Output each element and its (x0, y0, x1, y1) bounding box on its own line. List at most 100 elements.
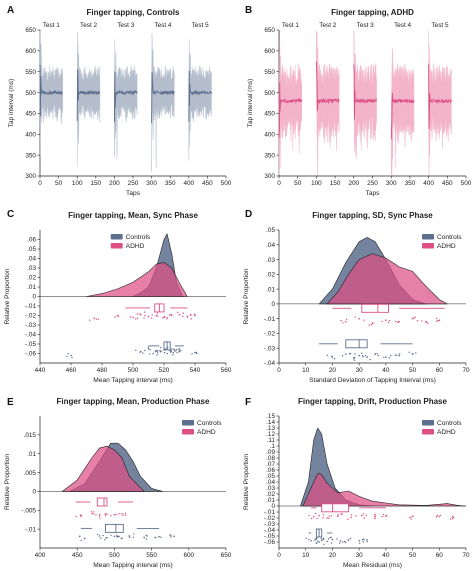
data-point (339, 542, 341, 544)
mean-line (428, 63, 452, 130)
panel-letter: D (245, 209, 252, 220)
data-point (98, 515, 101, 517)
data-point (382, 513, 385, 516)
y-tick-label: .01 (266, 286, 275, 293)
test-label: Test 1 (282, 22, 299, 29)
data-point (362, 539, 364, 541)
data-point (377, 354, 379, 357)
data-point (166, 317, 169, 319)
x-tick-label: 50 (294, 180, 302, 187)
data-point (132, 316, 134, 319)
data-point (437, 319, 439, 322)
data-point (159, 347, 162, 349)
data-point (385, 356, 387, 358)
x-tick-label: 450 (202, 180, 213, 187)
y-tick-label: .04 (27, 256, 36, 263)
box (345, 339, 368, 349)
data-point (316, 537, 318, 539)
data-point (93, 511, 95, 513)
data-point (156, 350, 159, 352)
data-point (397, 321, 399, 323)
data-point (336, 538, 338, 540)
y-tick-label: .12 (266, 431, 275, 438)
legend-swatch-controls (182, 420, 194, 426)
panel-letter: E (7, 397, 14, 408)
x-tick-label: 400 (35, 552, 46, 559)
y-axis-label: Tap interval (ms) (8, 79, 15, 128)
data-point (124, 512, 127, 514)
data-point (343, 540, 346, 543)
y-tick-label: -.04 (264, 527, 275, 534)
data-point (165, 348, 167, 350)
x-axis-label: Standard Deviation of Tapping Interval (… (309, 377, 436, 384)
test-label: Test 4 (154, 22, 171, 29)
data-point (342, 541, 344, 543)
y-tick-label: -.01 (264, 509, 275, 516)
data-point (358, 540, 360, 542)
chart-title: Finger tapping, SD, Sync Phase (312, 211, 433, 220)
legend-label: ADHD (437, 243, 456, 250)
data-point (164, 315, 166, 318)
data-point (449, 518, 452, 520)
data-point (312, 516, 315, 518)
legend-label: Controls (437, 420, 462, 427)
data-point (139, 313, 141, 315)
y-tick-label: .015 (24, 432, 37, 439)
data-point (157, 315, 159, 317)
data-point (95, 514, 97, 516)
y-tick-label: -.005 (21, 507, 36, 514)
data-point (186, 316, 189, 318)
y-tick-label: 600 (25, 48, 36, 55)
data-point (366, 540, 368, 543)
data-point (132, 536, 134, 538)
data-point (67, 352, 69, 355)
data-point (129, 316, 132, 318)
variability-band (391, 47, 415, 176)
data-point (114, 316, 116, 318)
data-point (358, 318, 360, 320)
data-point (348, 352, 351, 355)
mean-line (278, 82, 303, 139)
chart-title: Finger tapping, Drift, Production Phase (298, 397, 447, 406)
legend-swatch-controls (422, 234, 434, 240)
x-tick-label: 0 (277, 180, 281, 187)
y-axis-label: Relative Proportion (4, 268, 11, 324)
data-point (411, 317, 414, 320)
data-point (345, 318, 348, 321)
x-tick-label: 500 (109, 552, 120, 559)
mean-line (353, 64, 378, 120)
data-point (71, 356, 73, 359)
data-point (155, 349, 158, 352)
legend-swatch-adhd (422, 429, 434, 435)
density-adhd (86, 262, 188, 297)
x-tick-label: 440 (35, 367, 46, 374)
y-tick-label: 550 (264, 69, 275, 76)
panel-e: E Finger tapping, Mean, Production Phase 4… (4, 397, 232, 569)
x-tick-label: 60 (436, 367, 444, 374)
data-point (331, 538, 334, 541)
data-point (166, 346, 169, 349)
x-tick-label: 300 (386, 180, 397, 187)
y-tick-label: 350 (25, 152, 36, 159)
data-point (316, 536, 318, 538)
data-point (390, 354, 392, 357)
data-point (151, 317, 153, 319)
data-point (339, 540, 342, 542)
data-point (358, 354, 360, 357)
y-tick-label: 300 (264, 173, 275, 180)
data-point (122, 514, 124, 516)
y-tick-label: 400 (25, 131, 36, 138)
y-tick-label: .14 (266, 419, 275, 426)
x-tick-label: 10 (302, 552, 310, 559)
data-point (344, 320, 347, 323)
panel-letter: A (7, 5, 14, 16)
data-point (326, 540, 328, 543)
x-tick-label: 30 (356, 367, 364, 374)
data-point (310, 540, 312, 542)
data-point (70, 354, 72, 357)
data-point (91, 512, 93, 515)
chart-title: Finger tapping, Controls (87, 8, 180, 17)
box (321, 503, 349, 513)
data-point (322, 517, 324, 519)
data-point (160, 536, 162, 538)
